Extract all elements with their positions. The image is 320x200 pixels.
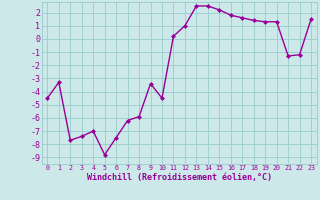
X-axis label: Windchill (Refroidissement éolien,°C): Windchill (Refroidissement éolien,°C) (87, 173, 272, 182)
